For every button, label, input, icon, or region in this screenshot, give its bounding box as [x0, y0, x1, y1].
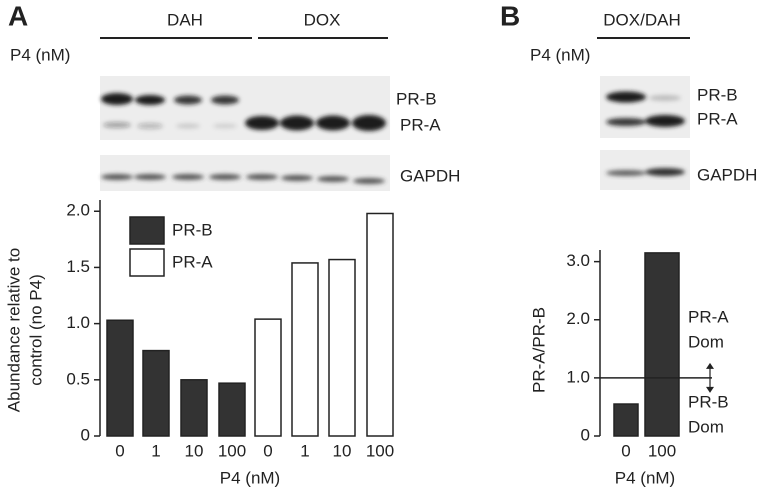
band-label: GAPDH — [697, 165, 757, 184]
band-label: PR-A — [400, 115, 441, 134]
x-tick-label: 10 — [185, 441, 204, 460]
band-label: PR-B — [396, 89, 437, 108]
y-tick-label: 1.0 — [566, 367, 590, 386]
bar — [328, 258, 356, 437]
x-tick-label: 100 — [366, 441, 394, 460]
legend-label: PR-A — [172, 252, 213, 271]
x-axis-label: P4 (nM) — [220, 468, 280, 487]
band-label: PR-B — [697, 85, 738, 104]
bar — [644, 252, 680, 437]
group-label: DAH — [167, 10, 203, 29]
band-label: GAPDH — [400, 166, 460, 185]
y-tick-label: 0 — [581, 425, 590, 444]
x-tick-label: 0 — [621, 441, 630, 460]
legend-label: PR-B — [172, 220, 213, 239]
bar — [218, 382, 246, 437]
x-tick-label: 0 — [263, 441, 272, 460]
group-label: DOX/DAH — [603, 10, 680, 29]
arrowhead — [706, 362, 714, 393]
annotation: PR-B — [688, 392, 729, 411]
bar — [254, 318, 282, 437]
x-axis-label: P4 (nM) — [615, 468, 675, 487]
bar — [180, 379, 208, 437]
y-tick-label: 0 — [81, 425, 90, 444]
lane-title: P4 (nM) — [10, 45, 70, 64]
x-tick-label: 0 — [115, 441, 124, 460]
y-axis-label: control (no P4) — [26, 274, 45, 386]
x-tick-label: 1 — [300, 441, 309, 460]
x-tick-label: 100 — [218, 441, 246, 460]
legend-swatch — [129, 248, 165, 277]
y-axis-label: Abundance relative to — [4, 248, 23, 412]
x-tick-label: 10 — [333, 441, 352, 460]
band-label: PR-A — [697, 109, 738, 128]
y-tick-label: 1.5 — [66, 257, 90, 276]
annotation: Dom — [688, 332, 724, 351]
panel-label: B — [500, 0, 520, 31]
bar — [291, 262, 319, 437]
group-label: DOX — [304, 10, 341, 29]
annotation: Dom — [688, 417, 724, 436]
lane-title: P4 (nM) — [530, 45, 590, 64]
y-tick-label: 2.0 — [566, 309, 590, 328]
blot — [100, 76, 390, 191]
blot — [600, 76, 690, 190]
y-tick-label: 1.0 — [66, 313, 90, 332]
bar — [106, 319, 134, 437]
annotation: PR-A — [688, 307, 729, 326]
bar — [613, 403, 639, 437]
y-tick-label: 0.5 — [66, 369, 90, 388]
bar — [366, 212, 394, 437]
x-tick-label: 100 — [648, 441, 676, 460]
y-tick-label: 3.0 — [566, 251, 590, 270]
x-tick-label: 1 — [151, 441, 160, 460]
bar — [142, 349, 170, 437]
panel-label: A — [8, 0, 28, 31]
legend-swatch — [129, 216, 165, 245]
y-axis-label: PR-A/PR-B — [529, 307, 548, 393]
y-tick-label: 2.0 — [66, 201, 90, 220]
